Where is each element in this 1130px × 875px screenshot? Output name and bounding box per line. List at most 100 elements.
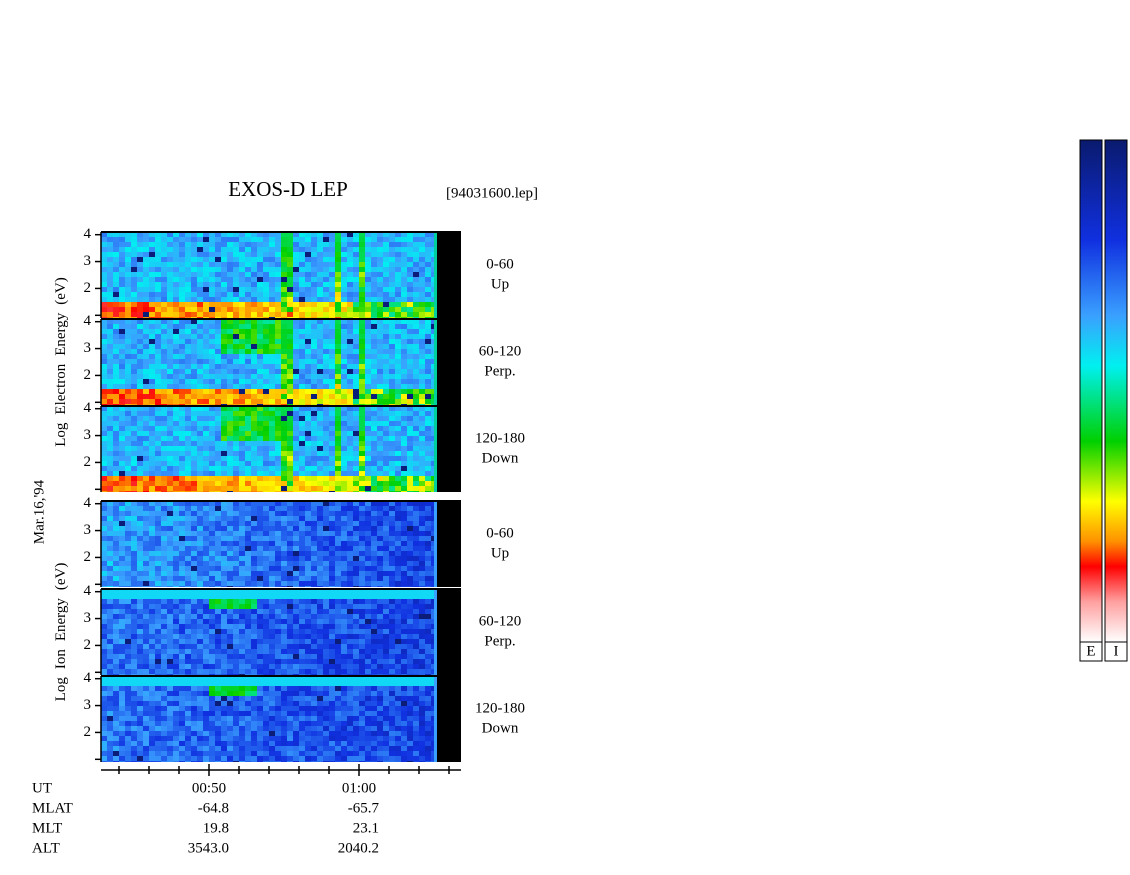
spectrogram-cell: [353, 594, 359, 599]
spectrogram-cell: [371, 476, 377, 481]
spectrogram-cell: [317, 456, 323, 461]
spectrogram-cell: [239, 664, 245, 669]
spectrogram-cell: [191, 491, 197, 492]
spectrogram-cell: [131, 531, 137, 536]
spectrogram-cell: [287, 252, 293, 257]
spectrogram-cell: [149, 556, 155, 561]
spectrogram-cell: [155, 421, 161, 426]
spectrogram-cell: [329, 589, 335, 594]
spectrogram-cell: [203, 456, 209, 461]
spectrogram-cell: [131, 277, 137, 282]
spectrogram-cell: [305, 644, 311, 649]
spectrogram-cell: [377, 594, 383, 599]
spectrogram-cell: [245, 394, 251, 399]
spectrogram-cell: [419, 576, 425, 581]
spectrogram-cell: [191, 644, 197, 649]
spectrogram-cell: [227, 277, 233, 282]
spectrogram-cell: [401, 369, 407, 374]
spectrogram-cell: [137, 411, 143, 416]
spectrogram-cell: [185, 619, 191, 624]
spectrogram-cell: [263, 344, 269, 349]
spectrogram-cell: [383, 501, 389, 506]
spectrogram-cell: [359, 481, 365, 486]
spectrogram-cell: [257, 659, 263, 664]
spectrogram-cell: [245, 411, 251, 416]
spectrogram-cell: [113, 334, 119, 339]
spectrogram-cell: [347, 594, 353, 599]
spectrogram-cell: [173, 541, 179, 546]
spectrogram-cell: [329, 551, 335, 556]
spectrogram-cell: [125, 551, 131, 556]
spectrogram-cell: [113, 471, 119, 476]
spectrogram-cell: [161, 394, 167, 399]
spectrogram-cell: [353, 501, 359, 506]
spectrogram-cell: [173, 471, 179, 476]
spectrogram-cell: [227, 319, 233, 324]
spectrogram-cell: [167, 619, 173, 624]
spectrogram-cell: [185, 664, 191, 669]
spectrogram-cell: [251, 302, 257, 307]
spectrogram-cell: [239, 589, 245, 594]
spectrogram-cell: [155, 634, 161, 639]
spectrogram-cell: [101, 426, 107, 431]
spectrogram-cell: [227, 404, 233, 405]
spectrogram-cell: [365, 344, 371, 349]
spectrogram-cell: [305, 307, 311, 312]
spectrogram-cell: [191, 664, 197, 669]
spectrogram-cell: [323, 531, 329, 536]
spectrogram-cell: [407, 426, 413, 431]
spectrogram-cell: [269, 277, 275, 282]
spectrogram-cell: [113, 639, 119, 644]
spectrogram-cell: [143, 674, 149, 675]
spectrogram-cell: [203, 614, 209, 619]
spectrogram-cell: [311, 531, 317, 536]
spectrogram-cell: [233, 267, 239, 272]
spectrogram-cell: [329, 451, 335, 456]
spectrogram-cell: [305, 609, 311, 614]
spectrogram-cell: [293, 654, 299, 659]
spectrogram-cell: [389, 297, 395, 302]
spectrogram-cell: [335, 576, 341, 581]
spectrogram-cell: [281, 411, 287, 416]
spectrogram-cell: [377, 481, 383, 486]
spectrogram-cell: [305, 349, 311, 354]
spectrogram-cell: [107, 411, 113, 416]
spectrogram-cell: [137, 399, 143, 404]
spectrogram-cell: [149, 501, 155, 506]
spectrogram-cell: [245, 344, 251, 349]
spectrogram-cell: [365, 581, 371, 586]
spectrogram-cell: [239, 614, 245, 619]
spectrogram-cell: [359, 354, 365, 359]
spectrogram-cell: [167, 531, 173, 536]
spectrogram-cell: [161, 379, 167, 384]
spectrogram-cell: [173, 282, 179, 287]
spectrogram-cell: [323, 586, 329, 587]
spectrogram-cell: [395, 506, 401, 511]
spectrogram-cell: [287, 624, 293, 629]
spectrogram-cell: [275, 556, 281, 561]
spectrogram-cell: [287, 649, 293, 654]
spectrogram-cell: [239, 364, 245, 369]
spectrogram-cell: [239, 649, 245, 654]
spectrogram-cell: [335, 471, 341, 476]
spectrogram-cell: [299, 644, 305, 649]
spectrogram-cell: [233, 354, 239, 359]
spectrogram-cell: [335, 312, 341, 317]
spectrogram-cell: [293, 486, 299, 491]
spectrogram-cell: [113, 581, 119, 586]
spectrogram-cell: [413, 501, 419, 506]
spectrogram-cell: [299, 659, 305, 664]
spectrogram-cell: [113, 571, 119, 576]
spectrogram-cell: [209, 576, 215, 581]
spectrogram-cell: [161, 317, 167, 318]
spectrogram-cell: [221, 536, 227, 541]
spectrogram-cell: [293, 257, 299, 262]
spectrogram-cell: [101, 644, 107, 649]
spectrogram-cell: [191, 257, 197, 262]
spectrogram-cell: [215, 369, 221, 374]
spectrogram-cell: [353, 232, 359, 237]
spectrogram-cell: [419, 506, 425, 511]
spectrogram-cell: [113, 614, 119, 619]
spectrogram-cell: [131, 431, 137, 436]
spectrogram-cell: [107, 586, 113, 587]
